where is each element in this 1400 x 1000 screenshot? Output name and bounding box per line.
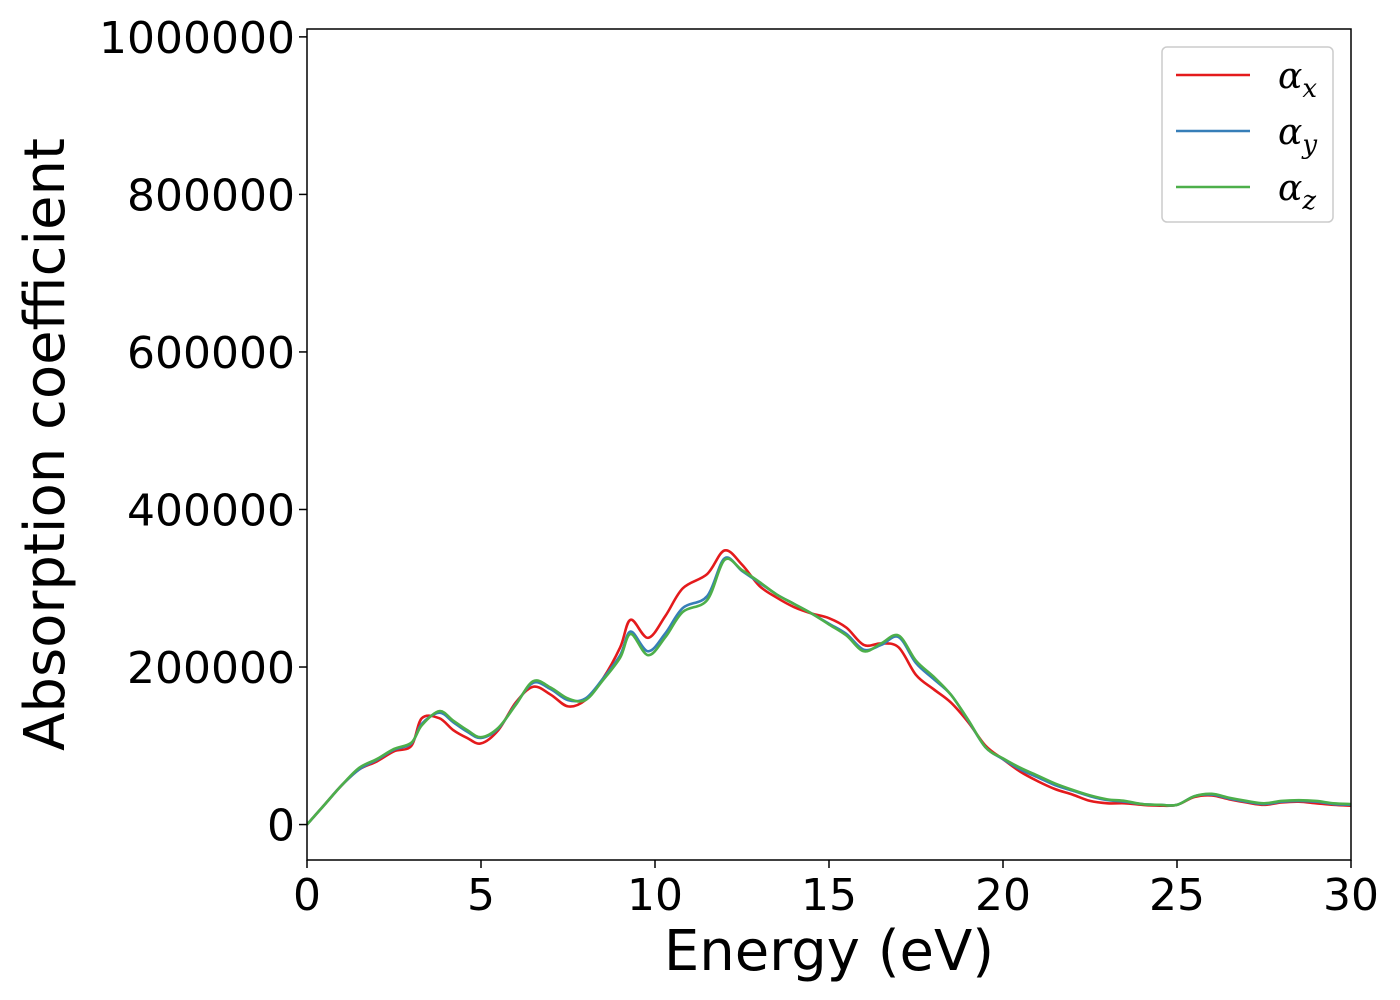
legend-label-subscript: z bbox=[1301, 186, 1316, 216]
x-tick-label: 25 bbox=[1149, 870, 1205, 921]
legend-label-base: α bbox=[1278, 112, 1302, 153]
legend-label-base: α bbox=[1278, 56, 1302, 97]
legend-label-subscript: x bbox=[1302, 74, 1317, 104]
y-tick-label: 0 bbox=[267, 801, 295, 852]
legend-box bbox=[1161, 46, 1334, 223]
y-tick-label: 1000000 bbox=[99, 13, 295, 64]
y-axis-label: Absorption coefficient bbox=[13, 138, 78, 751]
series-layer bbox=[307, 549, 1351, 826]
legend-label-base: α bbox=[1278, 168, 1302, 209]
legend-item-z: αz bbox=[1176, 168, 1316, 216]
y-tick-label: 400000 bbox=[127, 485, 295, 536]
x-axis-label: Energy (eV) bbox=[664, 919, 994, 984]
x-tick-label: 30 bbox=[1323, 870, 1379, 921]
legend-label-subscript: y bbox=[1301, 130, 1317, 160]
x-tick-label: 15 bbox=[801, 870, 857, 921]
series-line-z bbox=[307, 557, 1351, 826]
legend-label: αy bbox=[1278, 112, 1317, 160]
x-tick-label: 5 bbox=[467, 870, 495, 921]
legend-item-y: αy bbox=[1176, 112, 1317, 160]
y-tick-label: 800000 bbox=[127, 170, 295, 221]
y-tick-label: 200000 bbox=[127, 643, 295, 694]
x-tick-label: 20 bbox=[975, 870, 1031, 921]
y-axis-ticks: 0 200000 400000 600000 800000 1000000 bbox=[99, 13, 307, 852]
x-axis-ticks: 0 5 10 15 20 25 30 bbox=[293, 860, 1379, 921]
y-tick-label: 600000 bbox=[127, 328, 295, 379]
x-tick-label: 10 bbox=[627, 870, 683, 921]
legend-item-x: αx bbox=[1176, 56, 1317, 104]
series-line-y bbox=[307, 556, 1351, 826]
x-tick-label: 0 bbox=[293, 870, 321, 921]
legend-label: αx bbox=[1278, 56, 1317, 104]
series-line-x bbox=[307, 549, 1351, 826]
legend-label: αz bbox=[1278, 168, 1316, 216]
